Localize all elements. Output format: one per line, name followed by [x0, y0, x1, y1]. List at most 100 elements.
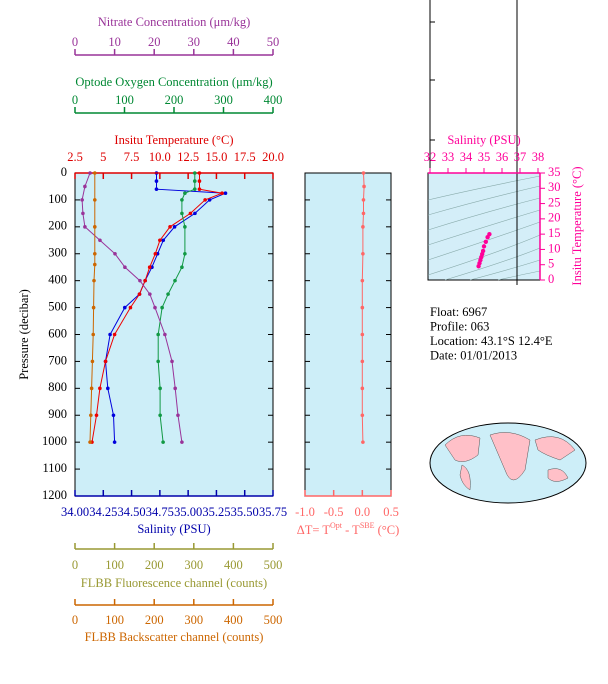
profile-point [361, 211, 366, 216]
profile-point [103, 359, 108, 364]
profile-point [83, 225, 87, 229]
x-tick-label: 32 [424, 150, 437, 164]
x-tick-label: 33 [442, 150, 455, 164]
x-tick-label: 34.75 [146, 505, 174, 519]
profile-point [361, 251, 365, 256]
x-tick-label: 100 [105, 558, 124, 572]
profile-point [147, 265, 152, 270]
ts-point [483, 239, 488, 244]
x-axis-title: ΔT= TOpt - TSBE (°C) [297, 521, 400, 537]
y-axis-title: Pressure (decibar) [17, 289, 31, 380]
y-tick-label: 300 [48, 246, 67, 260]
profile-point [192, 171, 197, 175]
y-tick-label: 600 [48, 326, 67, 340]
profile-point [112, 332, 117, 337]
world-map [429, 422, 587, 504]
profile-point [154, 187, 159, 191]
profile-line [81, 172, 183, 443]
profile-point [203, 198, 207, 202]
profile-point [98, 238, 102, 243]
profile-point [93, 198, 97, 202]
profile-point [90, 359, 95, 364]
profile-point [173, 386, 177, 391]
y-tick-label: 1000 [42, 434, 67, 448]
profile-point [188, 211, 193, 216]
y-tick-label: 1200 [42, 488, 67, 502]
profile-point [88, 440, 92, 444]
profile-point [91, 332, 96, 337]
profile-point [106, 386, 110, 391]
profile-point [180, 265, 184, 270]
x-tick-label: 5 [100, 150, 106, 164]
x-tick-label: 100 [115, 93, 134, 107]
profile-point [361, 440, 365, 444]
x-tick-label: 0.0 [355, 505, 371, 519]
x-tick-label: 20.0 [262, 150, 284, 164]
title-part: (°C) [374, 523, 399, 537]
profile-point [122, 305, 127, 310]
profile-point [83, 184, 87, 189]
profile-point [176, 413, 180, 418]
profile-point [89, 413, 93, 418]
y-tick-label: 25 [548, 195, 561, 209]
profile-point [183, 191, 187, 195]
x-tick-label: 200 [145, 613, 164, 627]
x-tick-label: 35.25 [202, 505, 230, 519]
profile-point [192, 179, 197, 183]
x-axis-title: Nitrate Concentration (μm/kg) [98, 15, 251, 29]
profile-point [220, 191, 224, 195]
delta-panel [304, 172, 392, 497]
profile-point [192, 187, 197, 191]
profile-point [156, 332, 160, 337]
x-tick-label: 0.5 [383, 505, 399, 519]
y-tick-label: 0 [61, 165, 67, 179]
x-tick-label: 12.5 [177, 150, 199, 164]
profile-point [93, 262, 97, 267]
profile-point [161, 440, 165, 444]
ts-point [481, 244, 487, 249]
profile-point [180, 440, 184, 444]
profile-point [361, 225, 365, 229]
ts-point [480, 248, 486, 254]
y-axis-title: Insitu Temperature (°C) [570, 166, 584, 285]
float-info: Profile: 063 [430, 319, 489, 333]
x-tick-label: 500 [264, 558, 283, 572]
profile-point [161, 238, 166, 243]
profile-point [143, 278, 147, 283]
profile-point [156, 359, 160, 364]
profile-point [193, 211, 197, 216]
profile-point [88, 171, 92, 175]
y-tick-label: 15 [548, 226, 561, 240]
profile-point [94, 413, 99, 418]
x-tick-label: 400 [224, 558, 243, 572]
x-tick-label: 37 [514, 150, 527, 164]
y-tick-label: 1100 [42, 461, 67, 475]
profile-point [361, 171, 366, 175]
profile-point [223, 191, 228, 195]
profile-point [80, 198, 84, 202]
y-tick-label: 0 [548, 272, 554, 286]
y-tick-label: 800 [48, 380, 67, 394]
profile-point [170, 359, 174, 364]
x-tick-label: 500 [264, 613, 283, 627]
x-tick-label: 7.5 [124, 150, 140, 164]
profile-point [153, 251, 158, 256]
y-tick-label: 20 [548, 211, 561, 225]
profile-point [123, 265, 127, 270]
profile-point [197, 187, 202, 191]
profile-point [360, 305, 365, 310]
y-tick-label: 100 [48, 192, 67, 206]
profile-point [360, 386, 365, 391]
x-tick-label: 36 [496, 150, 509, 164]
profile-point [207, 198, 212, 202]
profile-point [180, 211, 184, 216]
x-tick-label: 38 [532, 150, 545, 164]
x-tick-label: 17.5 [234, 150, 256, 164]
float-info: Location: 43.1°S 12.4°E [430, 334, 553, 348]
profile-point [168, 225, 172, 229]
profile-point [173, 278, 177, 283]
profile-point [91, 305, 96, 310]
x-tick-label: 300 [184, 558, 203, 572]
profile-point [362, 184, 366, 189]
profile-point [89, 386, 94, 391]
